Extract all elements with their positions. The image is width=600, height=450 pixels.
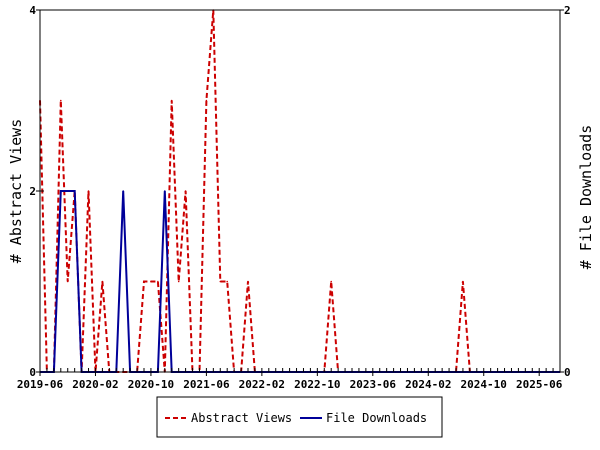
data-point-abstract-views xyxy=(219,280,222,283)
data-point-abstract-views xyxy=(226,280,228,283)
y-left-tick-label: 2 xyxy=(29,185,36,198)
data-point-abstract-views xyxy=(177,280,180,283)
y-right-tick-label: 0 xyxy=(564,366,571,379)
legend-label: File Downloads xyxy=(326,411,427,425)
data-point-file-downloads xyxy=(60,190,62,192)
legend: Abstract Views File Downloads xyxy=(156,396,443,438)
x-tick-label: 2020-10 xyxy=(128,378,174,391)
series-layer xyxy=(39,9,561,373)
data-point-abstract-views xyxy=(66,280,69,283)
data-point-abstract-views xyxy=(60,99,62,102)
data-point-abstract-views xyxy=(170,99,173,102)
data-point-abstract-views xyxy=(143,280,145,283)
data-point-abstract-views xyxy=(157,280,159,283)
data-point-abstract-views xyxy=(184,190,187,192)
y-left-tick-label: 0 xyxy=(29,366,36,379)
x-tick-label: 2019-06 xyxy=(17,378,64,391)
series-line-file-downloads xyxy=(40,190,560,373)
x-tick-label: 2022-02 xyxy=(239,378,285,391)
x-tick-label: 2024-10 xyxy=(461,378,507,391)
data-point-abstract-views xyxy=(330,280,333,283)
legend-box xyxy=(156,396,443,438)
x-tick-label: 2023-06 xyxy=(350,378,397,391)
y-left-tick-label: 4 xyxy=(29,4,36,17)
x-tick-label: 2024-02 xyxy=(405,378,451,391)
data-point-abstract-views xyxy=(101,280,104,283)
x-tick-label: 2022-10 xyxy=(294,378,340,391)
x-tick-label: 2021-06 xyxy=(183,378,230,391)
data-point-file-downloads xyxy=(164,190,166,192)
y-right-axis-title: # File Downloads xyxy=(577,125,595,270)
legend-label: Abstract Views xyxy=(191,411,292,425)
data-point-abstract-views xyxy=(205,99,208,102)
y-left-axis-title: # Abstract Views xyxy=(7,119,25,264)
data-point-abstract-views xyxy=(247,280,249,283)
data-point-abstract-views xyxy=(462,280,464,283)
data-point-file-downloads xyxy=(122,190,124,192)
axes: 2019-06 2020-02 2020-10 2021-06 2022-02 2022-… xyxy=(7,4,595,391)
data-point-file-downloads xyxy=(66,190,69,192)
x-tick-label: 2025-06 xyxy=(516,378,563,391)
x-tick-label: 2020-02 xyxy=(72,378,118,391)
data-point-file-downloads xyxy=(73,190,76,192)
data-point-abstract-views xyxy=(150,280,152,283)
y-right-tick-label: 2 xyxy=(564,4,571,17)
data-point-abstract-views xyxy=(87,190,90,192)
